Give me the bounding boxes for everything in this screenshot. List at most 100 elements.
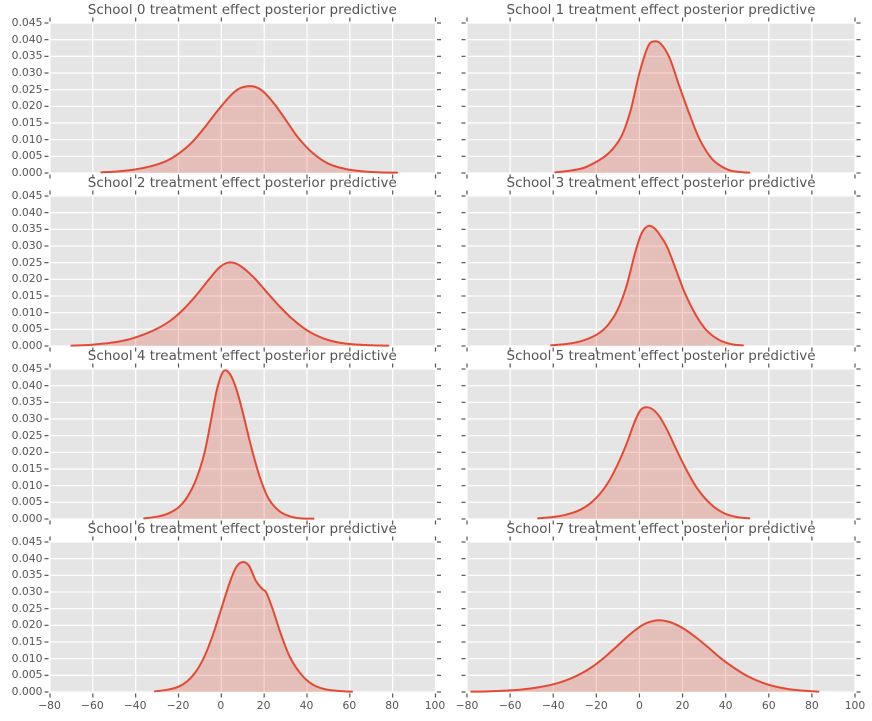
- x-tick-label: −80: [38, 699, 61, 712]
- plot-background: [49, 196, 435, 346]
- y-tick-label: 0.010: [11, 478, 43, 492]
- x-tick-label: 80: [805, 699, 819, 712]
- y-tick-label: 0.045: [11, 16, 43, 29]
- gridlines: [466, 195, 856, 347]
- y-tick-label: 0.010: [11, 132, 43, 146]
- gridlines: [48, 541, 436, 693]
- kde-fill: [555, 41, 750, 174]
- gridlines: [48, 368, 436, 520]
- kde-fill: [538, 407, 750, 519]
- y-tick-label: 0.040: [11, 551, 43, 565]
- y-tick-label: 0.045: [11, 362, 43, 375]
- y-tick-label: 0.020: [11, 445, 43, 459]
- y-tick-label: 0.010: [11, 305, 43, 319]
- axis-ticks: [44, 536, 441, 698]
- plot-background: [49, 23, 435, 173]
- plot-area-school-2: [44, 190, 441, 352]
- plot-area-school-7: [461, 536, 861, 698]
- x-tick-label: −40: [123, 699, 147, 712]
- axis-ticks: [461, 17, 861, 179]
- y-tick-label: 0.040: [11, 32, 43, 46]
- x-tick-label: 20: [675, 699, 690, 712]
- y-tick-label: 0.005: [11, 668, 43, 682]
- subplot-title-school-2: School 2 treatment effect posterior pred…: [87, 175, 397, 191]
- y-tick-label: 0.005: [11, 149, 43, 163]
- y-tick-label: 0.040: [11, 205, 43, 219]
- y-tick-label: 0.030: [11, 412, 43, 425]
- y-tick-label: 0.030: [11, 66, 43, 79]
- kde-curve: [554, 40, 751, 174]
- axis-ticks: [44, 17, 441, 179]
- y-tick-label: 0.035: [11, 395, 43, 409]
- y-tick-label: 0.005: [11, 495, 43, 509]
- kde-curve: [69, 261, 389, 347]
- subplot-title-school-7: School 7 treatment effect posterior pred…: [506, 521, 816, 537]
- kde-curve: [142, 369, 314, 520]
- subplot-title-school-6: School 6 treatment effect posterior pred…: [87, 521, 397, 537]
- x-tick-label: 100: [844, 699, 866, 712]
- kde-fill: [70, 262, 388, 346]
- y-tick-label: 0.035: [11, 568, 43, 582]
- plot-background: [467, 369, 855, 519]
- plot-area-school-0: [44, 17, 441, 179]
- plot-background: [467, 196, 855, 346]
- plot-background: [467, 23, 855, 173]
- y-tick-label: 0.000: [11, 339, 43, 352]
- kde-curve: [153, 560, 353, 693]
- y-tick-label: 0.030: [11, 585, 43, 598]
- y-tick-label: 0.040: [11, 378, 43, 392]
- subplot-title-school-5: School 5 treatment effect posterior pred…: [506, 348, 816, 364]
- y-tick-label: 0.005: [11, 322, 43, 336]
- x-tick-label: 0: [636, 699, 643, 712]
- kde-fill: [143, 370, 313, 519]
- kde-fill: [154, 561, 352, 692]
- subplot-title-school-4: School 4 treatment effect posterior pred…: [87, 348, 397, 364]
- plot-background: [49, 542, 435, 692]
- gridlines: [48, 22, 436, 174]
- y-tick-label: 0.035: [11, 222, 43, 236]
- y-tick-label: 0.025: [11, 601, 43, 615]
- y-tick-label: 0.000: [11, 512, 43, 525]
- x-tick-label: 100: [424, 699, 446, 712]
- y-tick-label: 0.020: [11, 618, 43, 632]
- x-tick-label: −40: [541, 699, 565, 712]
- gridlines: [466, 368, 856, 520]
- kde-fill: [100, 86, 397, 173]
- x-tick-label: −80: [455, 699, 479, 712]
- plot-area-school-6: [44, 536, 441, 698]
- axis-ticks: [461, 363, 861, 525]
- y-tick-label: 0.045: [11, 189, 43, 202]
- kde-curve: [537, 406, 751, 520]
- x-tick-label: −20: [166, 699, 190, 712]
- kde-fill: [471, 620, 819, 692]
- plot-area-school-1: [461, 17, 861, 179]
- y-tick-label: 0.015: [11, 289, 43, 302]
- x-tick-label: −60: [80, 699, 104, 712]
- y-tick-label: 0.000: [11, 166, 43, 179]
- x-tick-label: 60: [761, 699, 776, 712]
- kde-fill: [551, 225, 743, 346]
- y-tick-label: 0.015: [11, 116, 43, 129]
- x-tick-label: 40: [718, 699, 733, 712]
- subplot-title-school-0: School 0 treatment effect posterior pred…: [87, 2, 397, 18]
- plot-background: [467, 542, 855, 692]
- kde-curve: [99, 85, 398, 174]
- x-tick-label: −60: [498, 699, 522, 712]
- y-tick-label: 0.015: [11, 635, 43, 648]
- plot-area-school-3: [461, 190, 861, 352]
- axis-ticks: [44, 363, 441, 525]
- x-tick-label: −20: [584, 699, 608, 712]
- y-tick-label: 0.020: [11, 272, 43, 286]
- x-tick-label: 20: [256, 699, 271, 712]
- subplot-title-school-1: School 1 treatment effect posterior pred…: [506, 2, 816, 18]
- kde-curve: [470, 619, 820, 693]
- plot-area-school-4: [44, 363, 441, 525]
- y-tick-label: 0.025: [11, 82, 43, 96]
- y-tick-label: 0.045: [11, 535, 43, 548]
- plot-area-school-5: [461, 363, 861, 525]
- gridlines: [466, 541, 856, 693]
- kde-curve: [550, 224, 744, 347]
- x-tick-label: 80: [385, 699, 400, 712]
- plot-background: [49, 369, 435, 519]
